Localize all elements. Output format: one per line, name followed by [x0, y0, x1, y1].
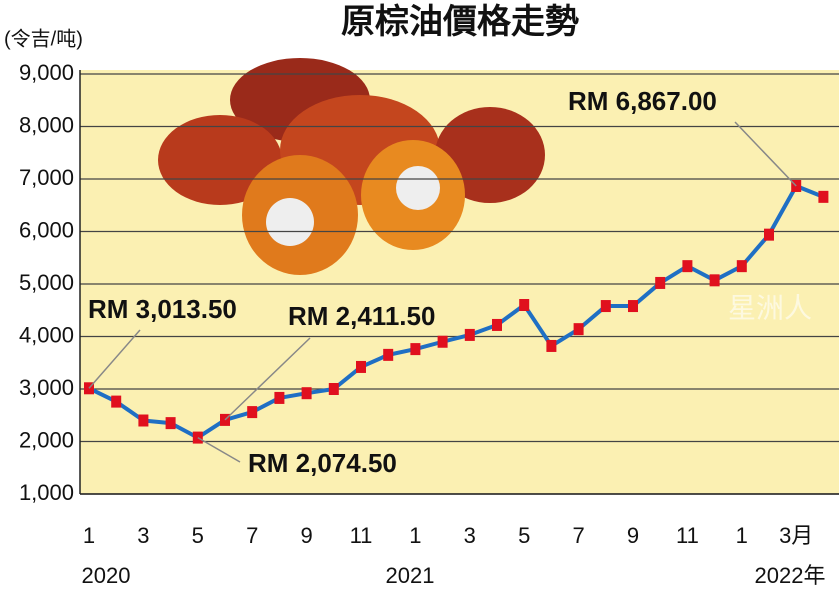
point-marker — [301, 387, 312, 400]
point-marker — [410, 343, 421, 356]
y-tick-label: 4,000 — [19, 322, 74, 347]
annotation-leader — [197, 436, 241, 463]
point-marker — [356, 360, 366, 373]
y-axis-label: (令吉/吨) — [4, 27, 83, 50]
year-label: 2021 — [386, 563, 435, 588]
x-tick-label: 7 — [572, 523, 584, 548]
y-tick-label: 6,000 — [19, 217, 74, 242]
x-tick-label: 9 — [300, 523, 312, 548]
x-tick-label: 5 — [192, 523, 204, 548]
year-label: 2022年 — [755, 563, 826, 588]
point-marker — [165, 417, 176, 430]
point-marker — [764, 228, 774, 241]
point-marker — [464, 328, 475, 341]
x-tick-label: 1 — [83, 523, 95, 548]
y-tick-label: 2,000 — [19, 427, 74, 452]
point-marker — [492, 318, 502, 331]
y-tick-label: 3,000 — [19, 375, 74, 400]
annotation-leader — [734, 121, 797, 187]
x-tick-label: 3 — [137, 523, 149, 548]
x-tick-label: 5 — [518, 523, 530, 548]
x-tick-label: 3 — [464, 523, 476, 548]
x-tick-label: 7 — [246, 523, 258, 548]
point-marker — [383, 348, 394, 361]
x-tick-label: 11 — [676, 523, 699, 548]
y-tick-label: 8,000 — [19, 112, 74, 137]
annotation: RM 2,074.50 — [248, 448, 397, 478]
watermark: 星洲人 — [728, 292, 812, 323]
annotation-leader — [88, 329, 141, 389]
x-tick-label: 1 — [736, 523, 748, 548]
point-marker — [655, 276, 666, 289]
y-tick-label: 9,000 — [19, 60, 74, 85]
year-label: 2020 — [82, 563, 131, 588]
point-marker — [709, 274, 720, 287]
point-marker — [247, 406, 258, 419]
x-tick-label: 3月 — [779, 523, 813, 548]
y-tick-label: 5,000 — [19, 270, 74, 295]
y-tick-label: 7,000 — [19, 165, 74, 190]
point-marker — [546, 339, 557, 352]
y-tick-label: 1,000 — [19, 480, 74, 505]
point-marker — [437, 335, 448, 348]
x-tick-label: 11 — [350, 523, 373, 548]
palm-fruit-illustration — [158, 58, 545, 275]
annotation-leader — [224, 337, 311, 421]
point-marker — [818, 190, 829, 203]
point-marker — [328, 383, 339, 395]
point-marker — [736, 260, 747, 273]
point-marker — [274, 391, 285, 404]
point-marker — [682, 260, 693, 273]
point-marker — [628, 300, 638, 313]
point-marker — [111, 395, 122, 408]
annotation: RM 6,867.00 — [568, 86, 717, 116]
point-marker — [519, 299, 530, 311]
point-marker — [573, 323, 584, 336]
point-marker — [138, 414, 149, 427]
x-tick-label: 9 — [627, 523, 639, 548]
chart-title: 原棕油價格走勢 — [341, 3, 579, 41]
price-line — [88, 183, 825, 440]
point-marker — [600, 300, 611, 313]
annotation: RM 3,013.50 — [88, 294, 237, 324]
x-tick-label: 1 — [409, 523, 421, 548]
annotation: RM 2,411.50 — [288, 301, 435, 331]
